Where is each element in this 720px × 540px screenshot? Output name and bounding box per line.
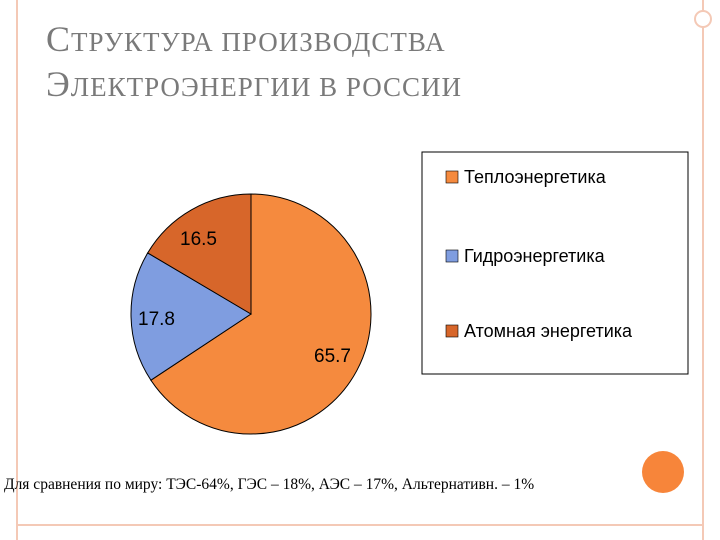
legend-item-thermal-swatch <box>445 170 459 184</box>
slide-title-line-1: Структура производства <box>46 19 446 59</box>
pie-slice-nuclear <box>147 193 252 315</box>
data-label-nuclear: 16.5 <box>180 229 217 250</box>
pie-slice-hydro <box>130 252 252 381</box>
legend-item-nuclear-label: Атомная энергетика <box>464 321 633 341</box>
slide-frame-bottom <box>16 524 704 526</box>
data-label-thermal: 65.7 <box>314 346 351 367</box>
orange-circle-decoration <box>642 451 684 493</box>
slide-title-line-2: электроэнергии в России <box>46 64 463 104</box>
pie-slice-thermal <box>150 193 372 435</box>
comparison-footnote: Для сравнения по миру: ТЭС-64%, ГЭС – 18… <box>4 476 535 493</box>
legend-item-hydro-label: Гидроэнергетика <box>464 246 606 266</box>
legend-item-hydro-swatch <box>445 249 459 263</box>
legend-box <box>421 151 689 375</box>
slide-frame-right <box>702 0 704 540</box>
corner-circle-decoration <box>694 10 712 28</box>
legend-item-nuclear-swatch <box>445 324 459 338</box>
legend-item-thermal-label: Теплоэнергетика <box>464 167 607 187</box>
slide-frame-left <box>16 0 18 540</box>
data-label-hydro: 17.8 <box>138 309 175 330</box>
slide-title: Структура производства электроэнергии в … <box>46 18 666 108</box>
